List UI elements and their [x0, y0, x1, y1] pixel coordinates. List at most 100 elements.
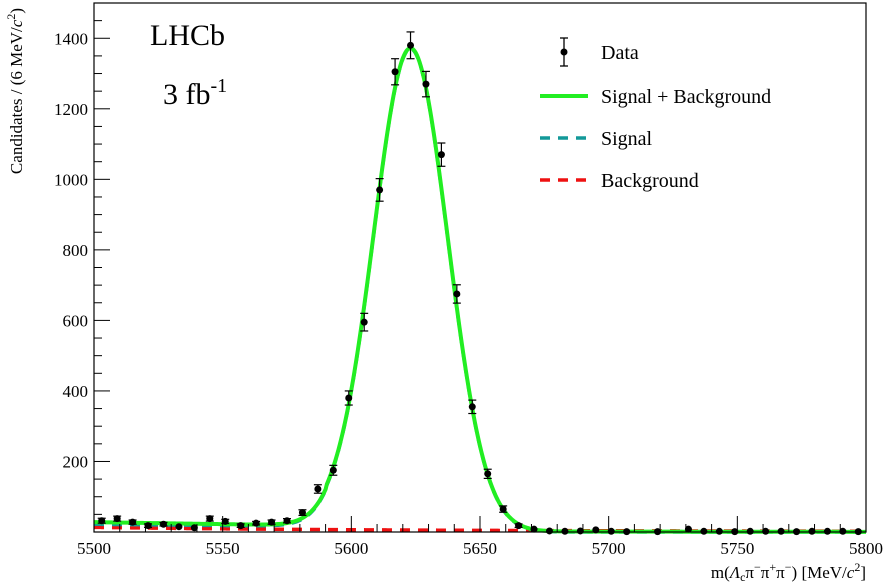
- x-tick-label: 5800: [849, 539, 883, 558]
- data-point: [190, 524, 198, 532]
- luminosity-label: 3 fb-1: [163, 75, 227, 111]
- data-marker: [777, 527, 785, 535]
- y-axis-title: Candidates / (6 MeV/c2): [4, 8, 26, 174]
- data-marker: [298, 509, 306, 517]
- data-marker: [453, 290, 461, 298]
- data-point: [483, 468, 492, 479]
- data-marker: [607, 527, 615, 535]
- data-marker: [530, 525, 538, 533]
- data-marker: [221, 517, 229, 525]
- data-marker: [113, 515, 121, 523]
- data-point: [283, 517, 291, 525]
- legend-label-total: Signal + Background: [601, 86, 771, 108]
- data-marker: [684, 525, 692, 533]
- y-tick-label: 600: [63, 311, 89, 330]
- data-marker: [839, 527, 847, 535]
- data-point: [530, 525, 538, 533]
- y-tick-label: 200: [63, 452, 89, 471]
- data-marker: [561, 527, 569, 535]
- data-marker: [746, 527, 754, 535]
- data-marker: [715, 527, 723, 535]
- data-point: [514, 522, 523, 530]
- data-marker: [283, 517, 291, 525]
- data-marker: [329, 466, 337, 474]
- x-tick-label: 5650: [463, 539, 497, 558]
- data-marker: [360, 318, 368, 326]
- data-point: [298, 509, 307, 517]
- x-tick-label: 5700: [592, 539, 626, 558]
- data-point: [391, 58, 400, 86]
- y-tick-label: 1000: [54, 170, 88, 189]
- data-point: [313, 484, 322, 494]
- data-point: [561, 527, 569, 535]
- data-marker: [576, 527, 584, 535]
- data-marker: [268, 518, 276, 526]
- y-tick-label: 800: [63, 241, 89, 260]
- data-point: [113, 515, 122, 523]
- y-tick-label: 400: [63, 382, 89, 401]
- data-marker: [129, 518, 137, 526]
- legend-item-total: Signal + Background: [540, 86, 771, 108]
- data-marker: [314, 485, 322, 493]
- x-tick-label: 5750: [720, 539, 754, 558]
- data-point: [777, 527, 785, 535]
- data-marker: [407, 41, 415, 49]
- data-point: [344, 390, 353, 406]
- data-marker: [144, 522, 152, 530]
- y-tick-label: 1200: [54, 100, 88, 119]
- data-marker: [190, 524, 198, 532]
- data-point: [746, 527, 754, 535]
- x-tick-label: 5600: [334, 539, 368, 558]
- data-marker: [98, 517, 106, 525]
- data-point: [97, 517, 106, 525]
- legend-item-data: Data: [560, 37, 639, 67]
- data-marker: [252, 519, 260, 527]
- experiment-label: LHCb: [150, 19, 225, 52]
- data-point: [499, 505, 508, 513]
- data-marker: [237, 522, 245, 530]
- data-marker: [545, 527, 553, 535]
- data-marker: [345, 394, 353, 402]
- data-marker: [484, 470, 492, 478]
- x-tick-label: 5550: [206, 539, 240, 558]
- data-marker: [468, 403, 476, 411]
- data-points: [97, 31, 862, 536]
- legend-label-data: Data: [601, 42, 639, 64]
- data-marker: [422, 80, 430, 88]
- data-marker: [808, 527, 816, 535]
- data-point: [205, 515, 214, 523]
- data-point: [452, 284, 461, 304]
- legend-label-signal: Signal: [601, 128, 653, 150]
- y-axis-ticks: [94, 2, 110, 533]
- data-point: [252, 519, 261, 527]
- y-tick-label: 1400: [54, 29, 88, 48]
- data-point: [175, 523, 183, 531]
- data-marker: [515, 522, 523, 530]
- x-axis-tick-labels: 5500 5550 5600 5650 5700 5750 5800: [77, 539, 883, 558]
- data-point: [329, 464, 338, 476]
- data-marker: [762, 527, 770, 535]
- legend-label-background: Background: [601, 170, 699, 192]
- data-point: [421, 70, 430, 98]
- data-marker: [499, 505, 507, 513]
- data-point: [823, 527, 831, 535]
- data-marker: [823, 527, 831, 535]
- legend-item-background: Background: [540, 170, 699, 192]
- data-marker: [159, 520, 167, 528]
- x-tick-label: 5500: [77, 539, 111, 558]
- legend: Data Signal + Background Signal Backgrou…: [540, 37, 771, 192]
- data-point: [437, 142, 446, 167]
- legend-item-signal: Signal: [540, 128, 653, 150]
- data-point: [375, 178, 384, 202]
- data-marker: [700, 527, 708, 535]
- data-point: [468, 399, 477, 415]
- data-point: [684, 525, 692, 533]
- data-point: [360, 312, 369, 332]
- legend-data-marker: [560, 48, 568, 56]
- data-point: [406, 31, 415, 60]
- y-axis-tick-labels: 200 400 600 800 1000 1200 1400: [54, 29, 88, 471]
- data-point: [700, 527, 708, 535]
- data-point: [715, 527, 723, 535]
